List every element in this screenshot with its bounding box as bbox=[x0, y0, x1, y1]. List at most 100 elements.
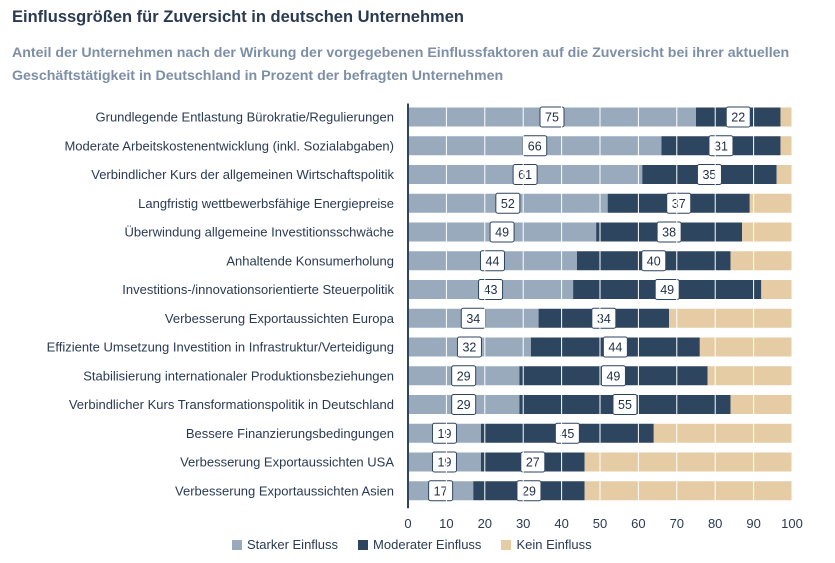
value-label: 29 bbox=[457, 398, 471, 412]
value-label: 19 bbox=[438, 427, 452, 441]
bar-segment-kein bbox=[780, 107, 792, 127]
bar-segment-kein bbox=[730, 395, 792, 414]
category-label: Verbesserung Exportaussichten Europa bbox=[165, 311, 395, 326]
x-tick-label: 100 bbox=[781, 516, 803, 531]
value-label-box bbox=[479, 250, 505, 272]
bar-segment-kein bbox=[749, 193, 792, 213]
value-label: 52 bbox=[501, 197, 515, 211]
value-label: 66 bbox=[528, 139, 542, 153]
value-label: 45 bbox=[560, 427, 574, 441]
x-tick-label: 90 bbox=[746, 516, 760, 531]
value-label: 55 bbox=[618, 398, 632, 412]
legend-label-moderater: Moderater Einfluss bbox=[373, 537, 482, 552]
category-label: Verbesserung Exportaussichten Asien bbox=[175, 483, 394, 498]
value-label: 27 bbox=[526, 456, 540, 470]
value-label: 22 bbox=[731, 111, 745, 125]
x-tick-label: 0 bbox=[404, 516, 411, 531]
value-label-box bbox=[591, 307, 617, 329]
bar-segment-kein bbox=[742, 222, 792, 242]
value-label: 35 bbox=[702, 168, 716, 182]
bar-segment-kein bbox=[653, 423, 792, 443]
value-label-box bbox=[489, 221, 515, 243]
value-label: 75 bbox=[545, 111, 559, 125]
legend-item-moderater: Moderater Einfluss bbox=[358, 537, 481, 552]
value-label-box bbox=[512, 164, 538, 185]
category-label: Verbindlicher Kurs Transformationspoliti… bbox=[69, 397, 394, 412]
category-label: Anhaltende Konsumerholung bbox=[226, 253, 394, 268]
x-tick-label: 60 bbox=[631, 516, 645, 531]
value-label-box bbox=[725, 106, 751, 128]
chart-subtitle: Anteil der Unternehmen nach der Wirkung … bbox=[12, 45, 790, 84]
value-label: 31 bbox=[714, 139, 728, 153]
legend-swatch-moderater bbox=[358, 539, 369, 550]
category-label: Effiziente Umsetzung Investition in Infr… bbox=[47, 340, 394, 355]
category-label: Grundlegende Entlastung Bürokratie/Regul… bbox=[96, 110, 394, 125]
value-label-box bbox=[641, 250, 667, 272]
x-tick-label: 40 bbox=[554, 516, 568, 531]
value-label: 49 bbox=[495, 226, 509, 240]
bar-segment-kein bbox=[776, 165, 792, 184]
value-label-box bbox=[600, 365, 626, 387]
value-label-box bbox=[520, 451, 546, 473]
category-label: Verbindlicher Kurs der allgemeinen Wirts… bbox=[91, 167, 394, 182]
x-tick-label: 30 bbox=[516, 516, 530, 531]
bar-segment-kein bbox=[699, 337, 792, 357]
category-label: Verbesserung Exportaussichten USA bbox=[180, 455, 394, 470]
value-label-box bbox=[451, 394, 477, 415]
bar-segment-kein bbox=[669, 308, 792, 328]
legend-label-starker: Starker Einfluss bbox=[247, 537, 339, 552]
value-label: 44 bbox=[486, 254, 500, 268]
bar-segment-kein bbox=[584, 452, 792, 472]
bar-segment-kein bbox=[584, 481, 792, 501]
value-label: 44 bbox=[608, 341, 622, 355]
value-label: 29 bbox=[522, 484, 536, 498]
value-label-box bbox=[431, 451, 457, 473]
value-label: 49 bbox=[660, 283, 674, 297]
value-label: 34 bbox=[466, 312, 480, 326]
chart-title: Einflussgrößen für Zuversicht in deutsch… bbox=[12, 8, 464, 26]
value-label: 61 bbox=[518, 168, 532, 182]
bar-segment-kein bbox=[780, 136, 792, 156]
bar-segment-kein bbox=[730, 251, 792, 271]
bar-segment-kein bbox=[707, 366, 792, 386]
legend-label-kein: Kein Einfluss bbox=[516, 537, 592, 552]
value-label-box bbox=[666, 192, 692, 214]
value-label: 34 bbox=[597, 312, 611, 326]
x-tick-label: 10 bbox=[439, 516, 453, 531]
category-label: Langfristig wettbewerbsfähige Energiepre… bbox=[138, 196, 394, 211]
category-label: Moderate Arbeitskostenentwicklung (inkl.… bbox=[64, 138, 394, 153]
value-label-box bbox=[495, 192, 521, 214]
value-label-box bbox=[656, 221, 682, 243]
value-label-box bbox=[451, 365, 477, 387]
category-label: Bessere Finanzierungsbedingungen bbox=[186, 426, 394, 441]
category-label: Investitions-/innovationsorientierte Ste… bbox=[122, 282, 394, 297]
value-label: 32 bbox=[462, 341, 476, 355]
value-label-box bbox=[431, 422, 457, 444]
value-label: 38 bbox=[662, 226, 676, 240]
x-tick-label: 70 bbox=[670, 516, 684, 531]
value-label-box bbox=[612, 394, 638, 415]
value-label: 29 bbox=[457, 369, 471, 383]
value-label: 43 bbox=[484, 283, 498, 297]
value-label: 49 bbox=[606, 369, 620, 383]
value-label-box bbox=[539, 106, 565, 128]
x-tick-label: 50 bbox=[593, 516, 607, 531]
value-label-box bbox=[602, 336, 628, 358]
category-label: Stabilisierung internationaler Produktio… bbox=[83, 368, 394, 383]
value-label-box bbox=[654, 279, 680, 300]
value-label: 19 bbox=[438, 456, 452, 470]
legend-item-kein: Kein Einfluss bbox=[501, 537, 592, 552]
x-tick-label: 80 bbox=[708, 516, 722, 531]
value-label: 17 bbox=[434, 484, 448, 498]
x-tick-label: 20 bbox=[478, 516, 492, 531]
value-label-box bbox=[456, 336, 482, 358]
bar-segment-kein bbox=[761, 280, 792, 299]
category-label: Überwindung allgemeine Investitionsschwä… bbox=[124, 225, 394, 240]
value-label: 37 bbox=[672, 197, 686, 211]
legend-item-starker: Starker Einfluss bbox=[232, 537, 338, 552]
value-label: 40 bbox=[647, 254, 661, 268]
legend-swatch-kein bbox=[501, 539, 512, 550]
legend-swatch-starker bbox=[232, 539, 242, 550]
legend: Starker Einfluss Moderater Einfluss Kein… bbox=[232, 537, 592, 552]
